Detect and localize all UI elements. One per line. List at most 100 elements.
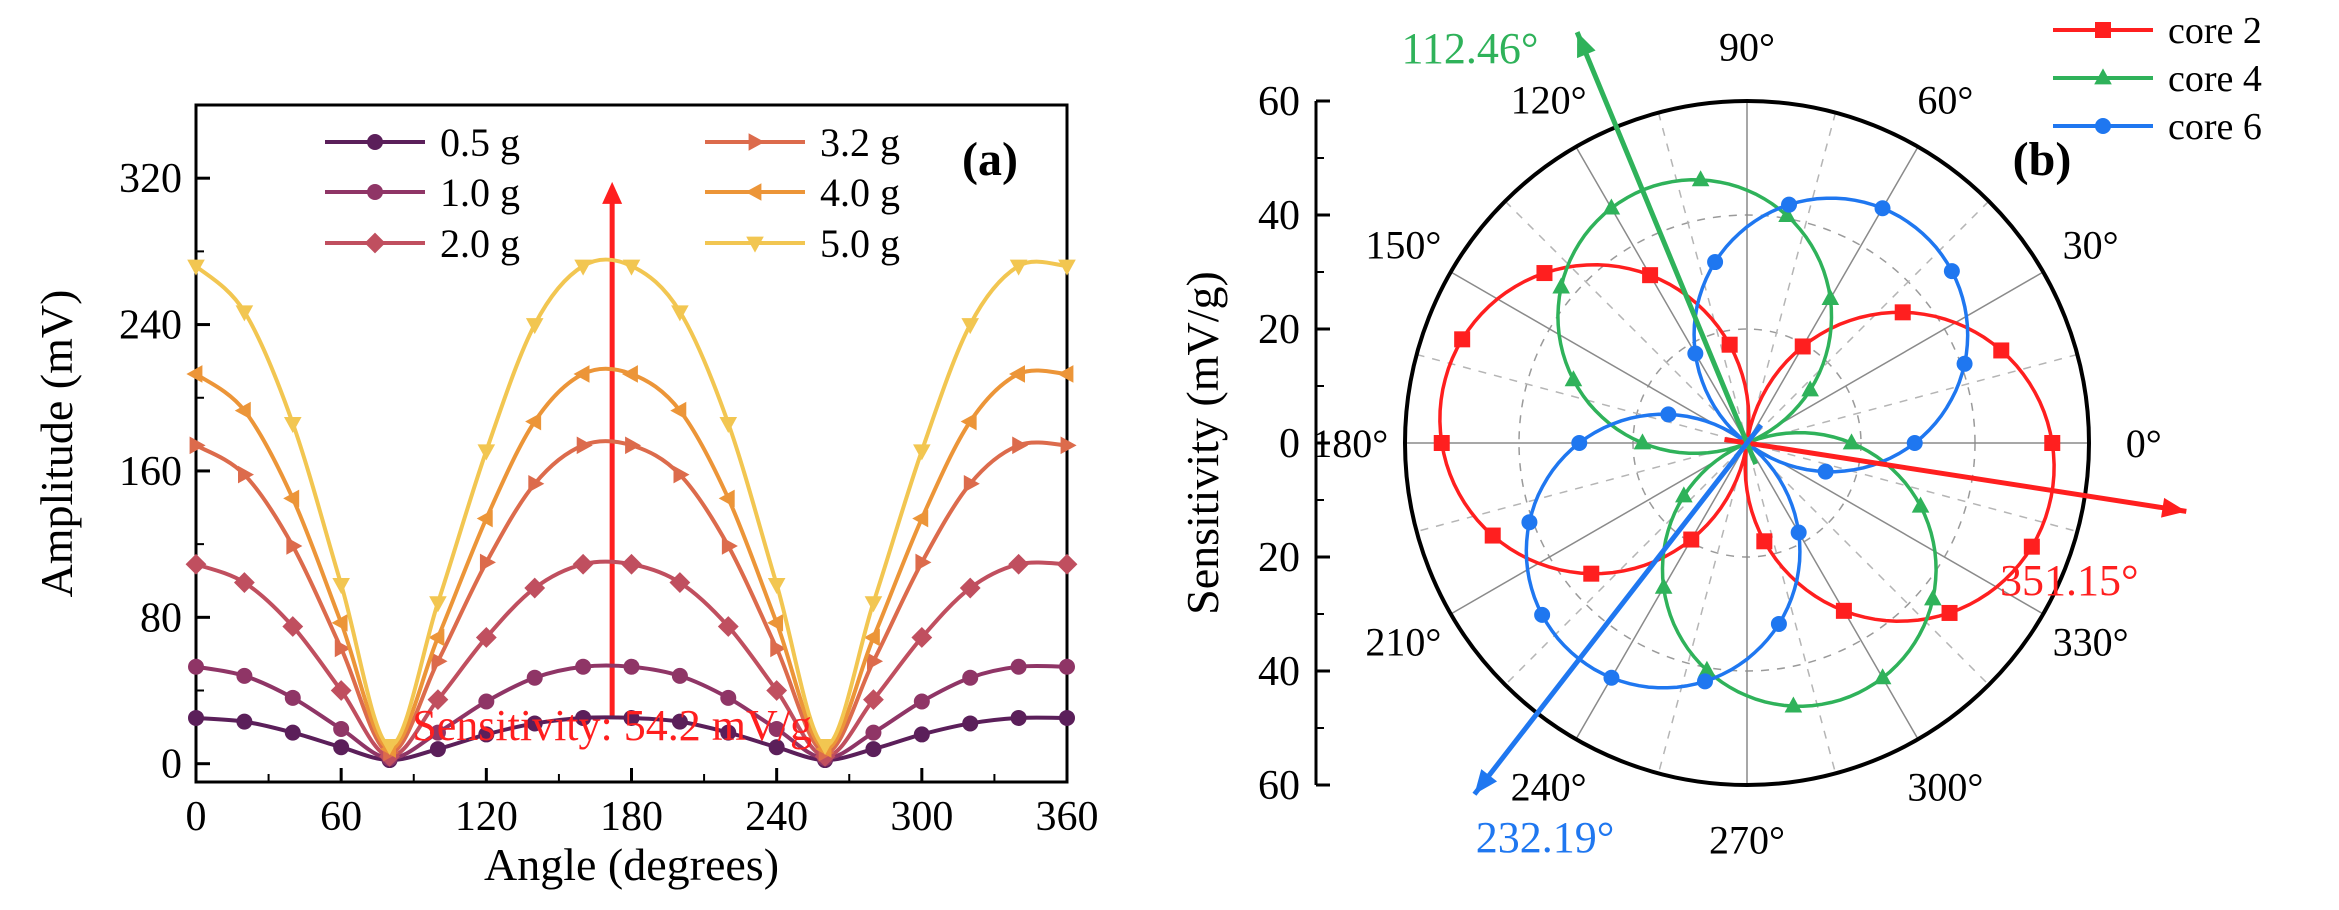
data-point [1009, 259, 1028, 276]
angle-label: 270° [1709, 818, 1785, 863]
polar-data-point [1552, 277, 1570, 294]
data-point [913, 444, 931, 461]
legend-label: 0.5 g [440, 120, 520, 165]
panel-label-b: (b) [2013, 133, 2072, 186]
data-point [863, 689, 884, 711]
x-tick-label: 180 [600, 794, 663, 840]
data-point [962, 669, 979, 686]
y-tick-label: 160 [119, 449, 182, 495]
polar-data-point [1707, 254, 1724, 271]
polar-data-point [1821, 289, 1840, 306]
polar-data-point [1906, 435, 1923, 451]
polar-data-point [1571, 435, 1588, 451]
data-point [237, 465, 254, 484]
polar-data-point [1956, 355, 1973, 372]
legend-label: core 4 [2168, 58, 2262, 100]
data-point [478, 693, 495, 710]
data-point [236, 713, 253, 730]
data-point [1012, 436, 1029, 455]
data-point [621, 553, 642, 575]
data-point [669, 572, 691, 593]
legend-marker [2095, 22, 2111, 38]
polar-data-point [1602, 198, 1621, 215]
data-point [1058, 259, 1076, 276]
data-point [528, 474, 545, 493]
data-point [235, 305, 254, 322]
angle-label: 90° [1719, 24, 1775, 69]
angle-label: 180° [1312, 421, 1388, 466]
data-point [478, 726, 495, 743]
data-point [476, 509, 493, 528]
data-point [671, 713, 688, 730]
x-tick-label: 120 [455, 794, 518, 840]
polar-data-point [1894, 304, 1911, 321]
polar-data-point [1770, 615, 1787, 632]
polar-data-point [1817, 463, 1834, 480]
data-point [720, 689, 737, 706]
legend-marker [2095, 118, 2111, 134]
direction-label: 232.19° [1476, 813, 1615, 862]
y-tick-label: 0 [161, 742, 182, 788]
data-point [189, 436, 206, 455]
data-point [721, 537, 738, 555]
panel-label-a: (a) [962, 133, 1018, 186]
data-point [670, 401, 687, 420]
data-point [185, 553, 207, 575]
r-axis-label: 40 [1258, 193, 1300, 239]
sensitivity-annotation: Sensitivity: 54.2 mV/g [412, 701, 812, 750]
polar-data-point [1687, 345, 1704, 362]
data-point [284, 724, 301, 741]
direction-label: 351.15° [2000, 556, 2139, 605]
data-point [621, 365, 638, 383]
data-point [332, 577, 350, 594]
y-tick-label: 240 [119, 303, 182, 349]
data-point [1010, 658, 1027, 675]
polar-data-point [1583, 565, 1600, 582]
polar-data-point [1781, 196, 1798, 213]
polar-data-point [1778, 206, 1796, 223]
polar-data-point [1521, 514, 1538, 531]
polar-outer-circle [1403, 99, 2091, 787]
polar-data-point [2044, 435, 2061, 451]
data-point [1009, 365, 1026, 383]
data-point [330, 680, 352, 701]
direction-arrow-shaft [1724, 437, 2187, 514]
y-tick-label: 80 [140, 595, 182, 641]
data-point [429, 724, 446, 741]
direction-arrow-shaft [1472, 423, 1763, 796]
data-point [572, 553, 594, 575]
data-point [526, 715, 543, 732]
data-point [768, 720, 785, 737]
polar-data-point [1790, 524, 1807, 541]
sensitivity-arrow-head [602, 181, 623, 204]
polar-data-point [1696, 673, 1713, 690]
x-tick-label: 60 [320, 794, 362, 840]
angle-label: 150° [1365, 223, 1441, 268]
data-point [768, 739, 785, 756]
polar-data-point [1683, 531, 1700, 548]
data-point [1059, 658, 1075, 675]
direction-label: 112.46° [1402, 24, 1539, 73]
polar-data-point [1660, 406, 1677, 423]
data-point [915, 553, 932, 572]
polar-data-point [1835, 602, 1852, 619]
polar-data-point [1756, 533, 1773, 550]
r-axis-label: 20 [1258, 307, 1300, 353]
r-axis-label: 20 [1258, 535, 1300, 581]
data-point [863, 628, 880, 647]
x-axis-label: Angle (degrees) [484, 839, 779, 890]
polar-data-point [1633, 433, 1652, 450]
polar-data-point [1433, 435, 1450, 451]
x-tick-label: 300 [890, 794, 953, 840]
data-point [575, 658, 592, 675]
r-axis-label: 60 [1258, 79, 1300, 125]
data-point [913, 693, 930, 710]
data-point [961, 318, 980, 335]
data-point [622, 259, 641, 276]
polar-data-point [1675, 486, 1693, 503]
legend-label: core 2 [2168, 10, 2262, 52]
angle-label: 30° [2063, 223, 2119, 268]
data-point [623, 658, 640, 675]
polar-data-point [1484, 527, 1501, 544]
